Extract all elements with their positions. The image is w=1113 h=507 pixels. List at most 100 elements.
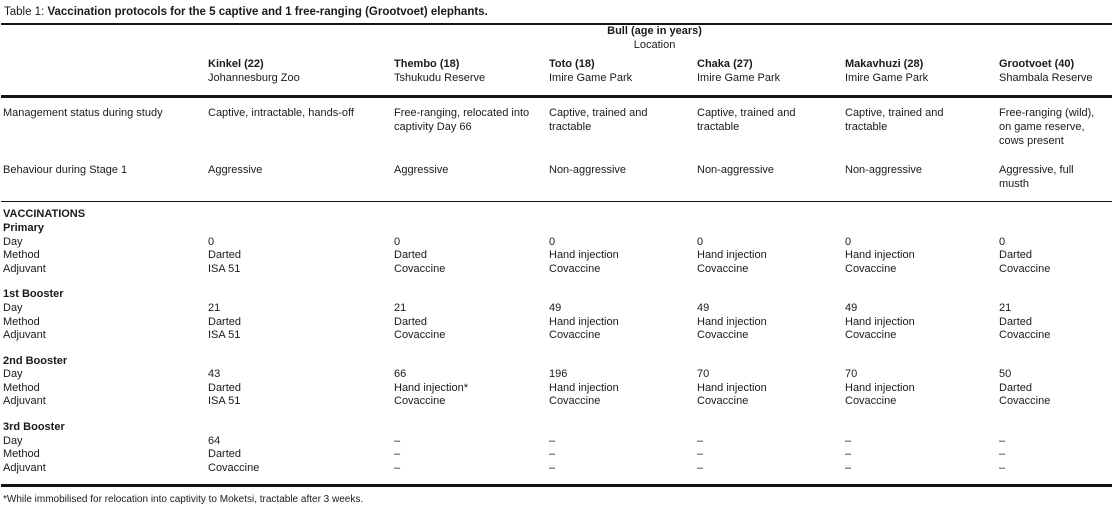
row-label: Behaviour during Stage 1 — [1, 148, 206, 203]
cell: – — [549, 434, 556, 447]
cell: Hand injection* — [394, 381, 468, 394]
cell: Aggressive, full musth — [997, 148, 1113, 203]
cell: Covaccine — [845, 395, 897, 408]
cell: Darted — [999, 381, 1033, 394]
bull-age-header: Bull (age in years) — [607, 25, 702, 37]
table-row: Management status during study Captive, i… — [1, 97, 1112, 148]
cell: Covaccine — [394, 329, 446, 342]
cell: 0 — [999, 235, 1006, 248]
column-header: Thembo (18) Tshukudu Reserve — [392, 52, 547, 99]
cell: 49 — [549, 301, 562, 314]
cell: 0 — [208, 235, 215, 248]
cell: – — [999, 434, 1006, 447]
cell: Covaccine — [999, 262, 1051, 275]
cell: Captive, trained and tractable — [845, 107, 944, 133]
cell: Darted — [999, 315, 1033, 328]
cell: Covaccine — [999, 329, 1051, 342]
cell: Hand injection — [845, 315, 915, 328]
cell: 43 — [208, 368, 221, 381]
cell: Covaccine — [697, 262, 749, 275]
cell: Covaccine — [697, 329, 749, 342]
row-label: Adjuvant — [3, 461, 46, 474]
column-header-location: Imire Game Park — [697, 71, 781, 84]
cell: 66 — [394, 368, 407, 381]
cell: 21 — [999, 301, 1012, 314]
stage-header-row: 3rd Booster — [1, 409, 1112, 435]
column-header: Kinkel (22) Johannesburg Zoo — [206, 52, 392, 99]
row-label: Day — [3, 301, 23, 314]
cell: – — [845, 434, 852, 447]
column-header: Toto (18) Imire Game Park — [547, 52, 695, 99]
column-header-name: Grootvoet (40) — [999, 58, 1075, 71]
vaccinations-section-row: VACCINATIONS — [1, 202, 1112, 222]
stage-header: Primary — [3, 221, 44, 234]
table-row-adjuvant: Adjuvant Covaccine – – – – – — [1, 462, 1112, 486]
cell: – — [697, 448, 704, 461]
cell: 196 — [549, 368, 568, 381]
row-label: Day — [3, 235, 23, 248]
cell: – — [697, 461, 704, 474]
cell: 21 — [394, 301, 407, 314]
cell: ISA 51 — [208, 262, 241, 275]
cell: Captive, trained and tractable — [549, 107, 648, 133]
cell: – — [845, 448, 852, 461]
cell: 0 — [697, 235, 704, 248]
vaccinations-section-header: VACCINATIONS — [3, 208, 86, 221]
table-row-adjuvant: Adjuvant ISA 51 Covaccine Covaccine Covaccin… — [1, 263, 1112, 277]
cell: Covaccine — [845, 329, 897, 342]
row-label: Adjuvant — [3, 262, 46, 275]
cell: Hand injection — [697, 249, 767, 262]
column-header-name: Kinkel (22) — [208, 58, 264, 71]
column-group-header-row: Bull (age in years) Location — [1, 25, 1112, 52]
cell: 70 — [845, 368, 858, 381]
stage-header: 3rd Booster — [3, 421, 65, 434]
column-group-header: Bull (age in years) Location — [206, 25, 1112, 52]
cell: – — [394, 461, 401, 474]
cell: Darted — [394, 249, 428, 262]
table-row-method: Method Darted Hand injection* Hand injectio… — [1, 382, 1112, 396]
row-label: Method — [3, 249, 40, 262]
table-row-day: Day 64 – – – – – — [1, 435, 1112, 449]
stage-header: 1st Booster — [3, 288, 64, 301]
cell: Hand injection — [549, 315, 619, 328]
cell: Hand injection — [845, 381, 915, 394]
stage-header-row: 1st Booster — [1, 276, 1112, 302]
column-headers-row: Kinkel (22) Johannesburg Zoo Thembo (18) Ts… — [1, 52, 1113, 99]
cell: Darted — [208, 381, 242, 394]
table-row-method: Method Darted Darted Hand injection Hand inj… — [1, 316, 1112, 330]
cell: Aggressive — [392, 148, 547, 203]
column-header-location: Tshukudu Reserve — [394, 71, 486, 84]
table-row-method: Method Darted Darted Hand injection Hand inj… — [1, 249, 1112, 263]
cell: 70 — [697, 368, 710, 381]
cell: Hand injection — [697, 381, 767, 394]
row-label: Method — [3, 381, 40, 394]
cell: Free-ranging, relocated into captivity D… — [394, 107, 530, 133]
column-header-name: Chaka (27) — [697, 58, 753, 71]
stage-header-row: 2nd Booster — [1, 343, 1112, 369]
row-label: Method — [3, 448, 40, 461]
cell: Darted — [208, 315, 242, 328]
row-label: Method — [3, 315, 40, 328]
cell: Non-aggressive — [547, 148, 695, 203]
cell: ISA 51 — [208, 395, 241, 408]
row-label: Adjuvant — [3, 395, 46, 408]
cell: Darted — [999, 249, 1033, 262]
cell: Aggressive — [206, 148, 392, 203]
cell: Free-ranging (wild), on game reserve, co… — [999, 107, 1095, 147]
column-header-location: Shambala Reserve — [999, 71, 1093, 84]
row-label: Adjuvant — [3, 329, 46, 342]
row-label: Management status during study — [3, 107, 163, 120]
cell: – — [549, 461, 556, 474]
row-label: Day — [3, 434, 23, 447]
cell: Covaccine — [394, 262, 446, 275]
cell: Darted — [208, 249, 242, 262]
vaccination-protocols-table: Bull (age in years) Location Kinkel (22)… — [1, 25, 1113, 488]
footnote: *While immobilised for relocation into c… — [3, 494, 364, 506]
cell: 50 — [999, 368, 1012, 381]
table-row-day: Day 0 0 0 0 0 0 — [1, 236, 1112, 250]
cell: – — [394, 434, 401, 447]
cell: Hand injection — [549, 249, 619, 262]
cell: Captive, trained and tractable — [697, 107, 796, 133]
table-row-day: Day 43 66 196 70 70 50 — [1, 368, 1112, 382]
